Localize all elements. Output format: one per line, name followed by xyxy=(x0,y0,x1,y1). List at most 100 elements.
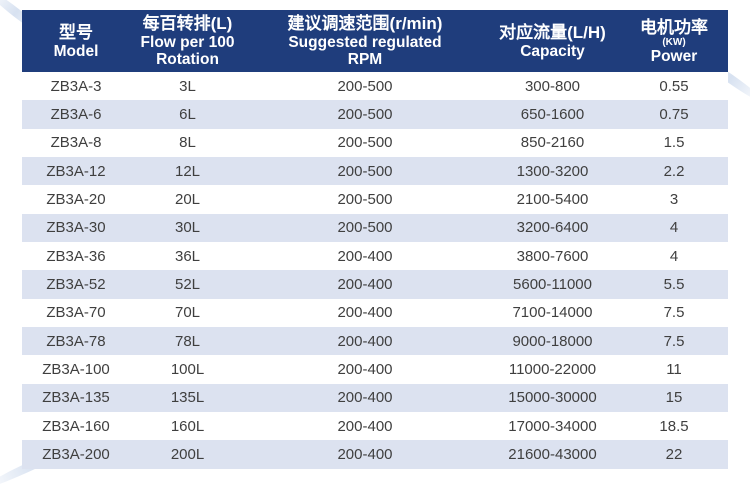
value-cell: 200-400 xyxy=(337,389,393,407)
header-line: Power xyxy=(650,47,698,65)
header-line: Model xyxy=(53,42,99,60)
header-line: 建议调速范围(r/min) xyxy=(287,14,443,33)
value-cell: 4 xyxy=(669,247,679,265)
model-cell: ZB3A-135 xyxy=(42,389,110,407)
table-header-row: 型号 Model 每百转排(L) Flow per 100 Rotation 建议调速范围… xyxy=(22,10,728,72)
value-cell: 850-2160 xyxy=(520,134,585,152)
value-cell: 20L xyxy=(174,191,201,209)
value-cell: 21600-43000 xyxy=(508,446,597,464)
value-cell: 11 xyxy=(666,361,682,379)
value-cell: 200-400 xyxy=(337,304,393,322)
table-row: ZB3A-3 3L 200-500 300-800 0.55 xyxy=(22,72,728,101)
model-cell: ZB3A-200 xyxy=(42,446,110,464)
value-cell: 200-400 xyxy=(337,276,393,294)
header-line: Rotation xyxy=(156,51,219,68)
value-cell: 200-500 xyxy=(337,77,393,95)
header-line: Flow per 100 xyxy=(140,34,235,51)
value-cell: 1.5 xyxy=(663,134,685,152)
value-cell: 5.5 xyxy=(663,276,685,294)
value-cell: 200-400 xyxy=(337,247,393,265)
header-line: 电机功率 xyxy=(640,17,708,37)
value-cell: 100L xyxy=(170,361,205,379)
value-cell: 200-500 xyxy=(337,134,393,152)
header-cell-4: 电机功率 (KW) Power xyxy=(620,10,728,72)
value-cell: 12L xyxy=(174,162,201,180)
value-cell: 2100-5400 xyxy=(516,191,589,209)
value-cell: 3L xyxy=(179,77,196,95)
value-cell: 11000-22000 xyxy=(508,361,597,379)
header-cell-1: 每百转排(L) Flow per 100 Rotation xyxy=(130,10,245,72)
table-row: ZB3A-52 52L 200-400 5600-11000 5.5 xyxy=(22,270,728,299)
value-cell: 8L xyxy=(179,134,196,152)
table-row: ZB3A-78 78L 200-400 9000-18000 7.5 xyxy=(22,327,728,356)
pump-spec-table: 型号 Model 每百转排(L) Flow per 100 Rotation 建议调速范围… xyxy=(22,10,728,469)
header-line: Capacity xyxy=(520,42,585,60)
table-row: ZB3A-30 30L 200-500 3200-6400 4 xyxy=(22,213,728,243)
value-cell: 4 xyxy=(669,219,679,237)
value-cell: 17000-34000 xyxy=(508,417,597,435)
model-cell: ZB3A-12 xyxy=(46,162,106,180)
model-cell: ZB3A-52 xyxy=(46,276,106,294)
model-cell: ZB3A-3 xyxy=(50,77,102,95)
table-row: ZB3A-160 160L 200-400 17000-34000 18.5 xyxy=(22,412,728,441)
table-row: ZB3A-8 8L 200-500 850-2160 1.5 xyxy=(22,128,728,158)
model-cell: ZB3A-6 xyxy=(50,106,102,124)
value-cell: 200-400 xyxy=(337,332,393,350)
model-cell: ZB3A-20 xyxy=(46,191,106,209)
value-cell: 7.5 xyxy=(663,304,685,322)
value-cell: 200L xyxy=(170,446,205,464)
header-line: (KW) xyxy=(662,36,686,48)
value-cell: 200-500 xyxy=(337,219,393,237)
table-row: ZB3A-6 6L 200-500 650-1600 0.75 xyxy=(22,100,728,129)
value-cell: 78L xyxy=(174,332,201,350)
value-cell: 3 xyxy=(669,191,679,209)
value-cell: 7100-14000 xyxy=(512,304,593,322)
header-line: 对应流量(L/H) xyxy=(499,22,606,42)
table-row: ZB3A-100 100L 200-400 11000-22000 11 xyxy=(22,355,728,384)
value-cell: 15 xyxy=(665,389,683,407)
table-row: ZB3A-36 36L 200-400 3800-7600 4 xyxy=(22,242,728,271)
header-cell-0: 型号 Model xyxy=(22,10,130,72)
value-cell: 2.2 xyxy=(663,162,685,180)
value-cell: 200-400 xyxy=(337,361,393,379)
model-cell: ZB3A-30 xyxy=(46,219,106,237)
model-cell: ZB3A-78 xyxy=(46,332,106,350)
table-row: ZB3A-70 70L 200-400 7100-14000 7.5 xyxy=(22,298,728,328)
model-cell: ZB3A-160 xyxy=(42,417,110,435)
header-cell-2: 建议调速范围(r/min) Suggested regulated RPM xyxy=(245,10,485,72)
header-line: 每百转排(L) xyxy=(142,14,233,33)
value-cell: 200-500 xyxy=(337,106,393,124)
table-row: ZB3A-200 200L 200-400 21600-43000 22 xyxy=(22,440,728,469)
model-cell: ZB3A-70 xyxy=(46,304,106,322)
table-row: ZB3A-135 135L 200-400 15000-30000 15 xyxy=(22,383,728,413)
value-cell: 22 xyxy=(665,446,683,464)
value-cell: 200-400 xyxy=(337,446,393,464)
value-cell: 70L xyxy=(174,304,201,322)
header-cell-3: 对应流量(L/H) Capacity xyxy=(485,10,620,72)
value-cell: 30L xyxy=(174,219,201,237)
header-line: Suggested regulated xyxy=(288,34,442,51)
value-cell: 650-1600 xyxy=(520,106,585,124)
value-cell: 5600-11000 xyxy=(513,276,592,294)
value-cell: 200-400 xyxy=(337,417,393,435)
value-cell: 1300-3200 xyxy=(516,162,589,180)
model-cell: ZB3A-100 xyxy=(42,361,110,379)
value-cell: 0.55 xyxy=(659,77,689,95)
value-cell: 36L xyxy=(174,247,201,265)
model-cell: ZB3A-8 xyxy=(50,134,102,152)
value-cell: 52L xyxy=(174,276,201,294)
value-cell: 200-500 xyxy=(337,162,393,180)
value-cell: 3200-6400 xyxy=(516,219,589,237)
value-cell: 0.75 xyxy=(659,106,689,124)
table-row: ZB3A-20 20L 200-500 2100-5400 3 xyxy=(22,185,728,214)
value-cell: 200-500 xyxy=(337,191,393,209)
value-cell: 9000-18000 xyxy=(512,332,593,350)
value-cell: 7.5 xyxy=(663,332,685,350)
value-cell: 135L xyxy=(170,389,205,407)
value-cell: 18.5 xyxy=(659,417,689,435)
value-cell: 3800-7600 xyxy=(516,247,589,265)
table-row: ZB3A-12 12L 200-500 1300-3200 2.2 xyxy=(22,157,728,186)
value-cell: 300-800 xyxy=(524,77,581,95)
value-cell: 160L xyxy=(170,417,205,435)
